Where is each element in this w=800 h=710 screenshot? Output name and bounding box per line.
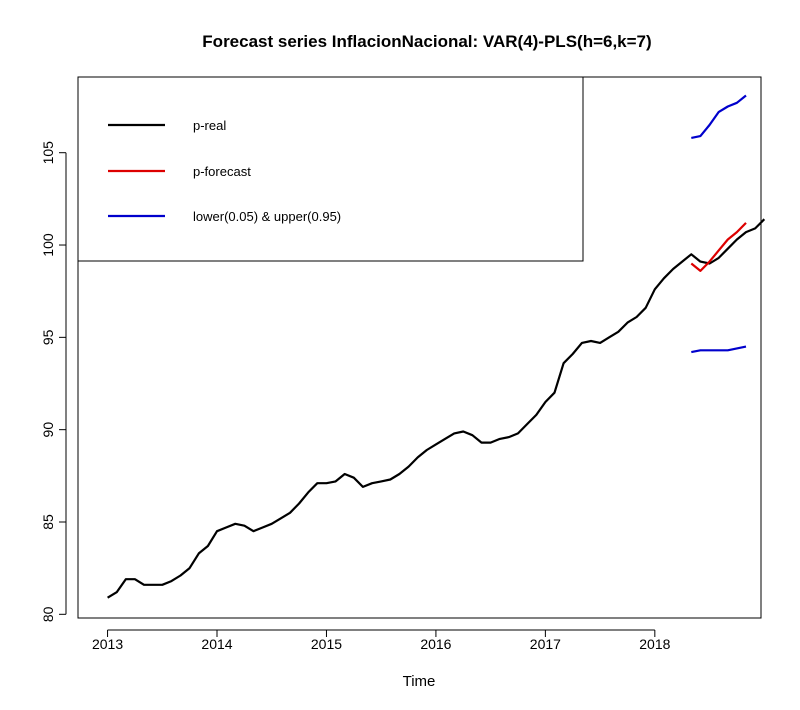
y-tick-label: 105 [40,141,56,165]
legend-frame [77,76,584,262]
x-tick-label: 2018 [639,636,670,652]
x-tick-label: 2015 [311,636,342,652]
x-tick-label: 2016 [420,636,451,652]
axes: 2013 2014 2015 2016 2017 2018 80 85 90 95 100 105 [40,141,671,652]
x-tick-label: 2014 [201,636,232,652]
y-tick-label: 85 [40,514,56,530]
series-line-1 [690,222,747,272]
x-tick-label: 2013 [92,636,123,652]
chart-title: Forecast series InflacionNacional: VAR(4… [202,32,651,51]
x-tick-label: 2017 [530,636,561,652]
series-line-0 [107,218,766,599]
y-tick-label: 90 [40,422,56,438]
legend: p-real p-forecast lower(0.05) & upper(0.95… [77,76,584,262]
series-lines [107,94,766,599]
series-line-3 [691,94,747,139]
series-line-2 [691,345,747,354]
x-axis-title: Time [403,673,436,690]
legend-label: p-real [193,118,226,133]
legend-label: p-forecast [193,164,251,179]
y-tick-label: 80 [40,606,56,622]
y-tick-label: 95 [40,329,56,345]
legend-label: lower(0.05) & upper(0.95) [193,209,341,224]
y-tick-label: 100 [40,233,56,257]
